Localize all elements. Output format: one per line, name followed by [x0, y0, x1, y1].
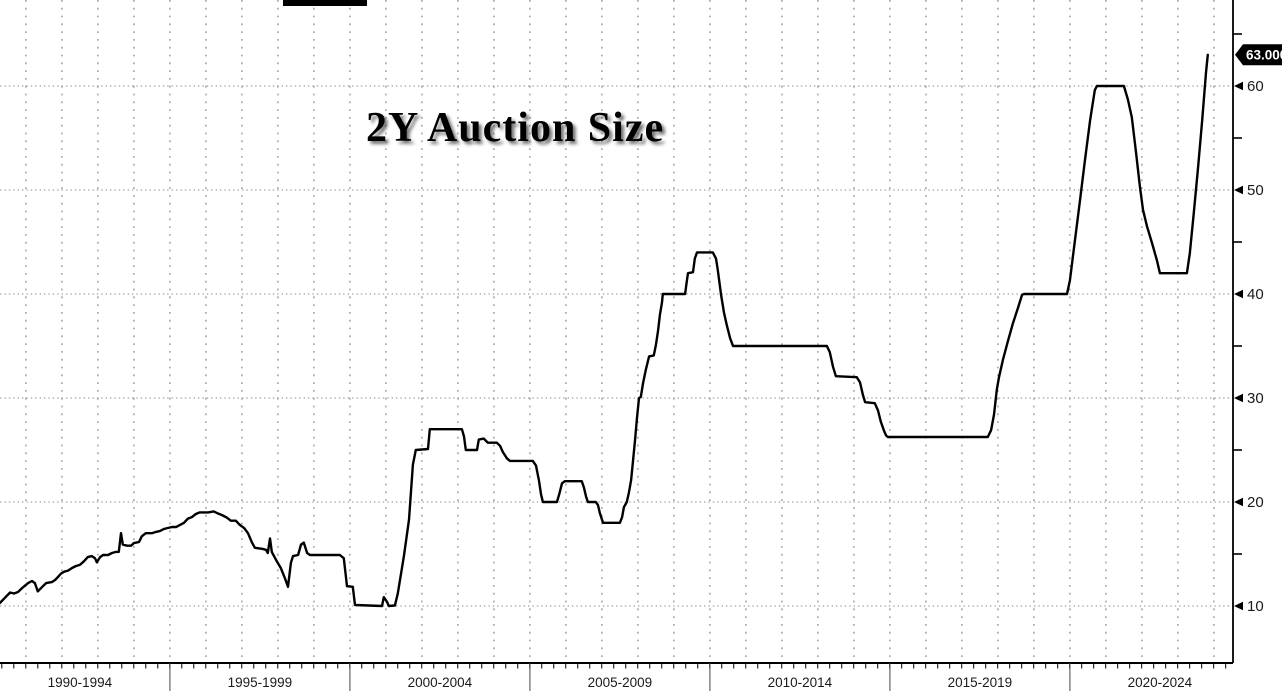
y-tick-arrow-icon: [1234, 81, 1243, 91]
x-period-separators: [169, 663, 1071, 691]
y-tick-arrow-icon: [1234, 393, 1243, 403]
x-axis-period-label: 2015-2019: [948, 675, 1013, 690]
y-axis-labels: 10 20 30 40 50 60: [1233, 33, 1264, 615]
y-axis-tick-label: 20: [1247, 494, 1264, 511]
y-tick-arrow-icon: [1234, 185, 1243, 195]
last-price-badge: 63.000: [1235, 44, 1282, 66]
price-line: [0, 53, 1209, 608]
axes: [0, 0, 1234, 664]
header-remnant-bar: [283, 0, 367, 6]
y-axis-tick-label: 40: [1247, 286, 1264, 303]
x-axis-period-label: 1995-1999: [228, 675, 293, 690]
y-axis-tick-label: 50: [1247, 182, 1264, 199]
x-axis-period-label: 2010-2014: [768, 675, 833, 690]
badge-shape: [1235, 44, 1282, 66]
grid-lines: [0, 0, 1233, 663]
y-axis-tick-label: 10: [1247, 598, 1264, 615]
x-axis-period-label: 1990-1994: [48, 675, 113, 690]
x-axis-period-label: 2000-2004: [408, 675, 473, 690]
y-axis-tick-label: 60: [1247, 78, 1264, 95]
y-tick-arrow-icon: [1234, 497, 1243, 507]
price-series: [0, 53, 1209, 608]
y-tick-arrow-icon: [1234, 289, 1243, 299]
chart-title: 2Y Auction Size: [366, 105, 665, 151]
y-tick-arrow-icon: [1234, 601, 1243, 611]
x-axis-period-label: 2005-2009: [588, 675, 653, 690]
x-axis-labels: 1990-1994 1995-1999 2000-2004 2005-2009 2010…: [48, 675, 1193, 690]
x-axis-period-label: 2020-2024: [1128, 675, 1193, 690]
last-price-value: 63.000: [1246, 48, 1282, 63]
y-axis-tick-label: 30: [1247, 390, 1264, 407]
